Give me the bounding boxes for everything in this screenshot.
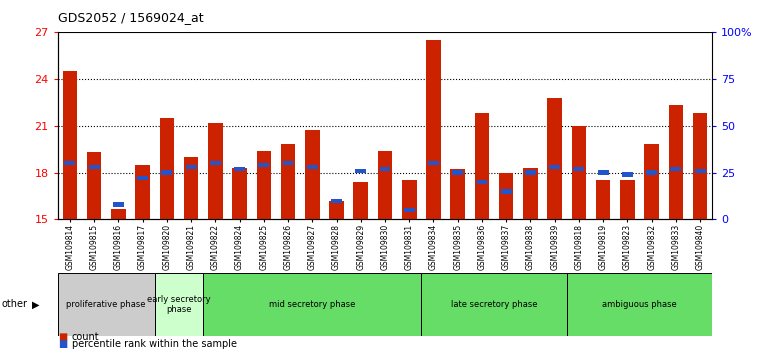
Bar [184, 157, 199, 219]
Bar [596, 181, 611, 219]
Bar [378, 151, 392, 219]
Bar [547, 97, 562, 219]
Bar [203, 273, 421, 336]
Bar [331, 199, 342, 203]
Bar [427, 40, 440, 219]
Bar [283, 161, 293, 165]
Bar [571, 126, 586, 219]
Bar [549, 165, 560, 169]
Bar [305, 130, 320, 219]
Bar [450, 170, 465, 219]
Bar [234, 167, 245, 171]
Bar [111, 209, 126, 219]
Bar [622, 172, 633, 177]
Bar [574, 167, 584, 171]
Bar [233, 168, 247, 219]
Bar [474, 113, 489, 219]
Bar [695, 169, 705, 173]
Bar [208, 122, 223, 219]
Text: other: other [2, 299, 28, 309]
Text: ▶: ▶ [32, 299, 40, 309]
Bar [567, 273, 712, 336]
Bar [644, 144, 659, 219]
Bar [89, 165, 99, 169]
Bar [355, 169, 367, 173]
Bar [421, 273, 567, 336]
Text: ■: ■ [58, 339, 67, 349]
Bar [62, 71, 77, 219]
Bar [210, 161, 221, 165]
Text: mid secretory phase: mid secretory phase [269, 300, 356, 309]
Bar [281, 144, 296, 219]
Bar [65, 161, 75, 165]
Bar [87, 152, 102, 219]
Bar [380, 167, 390, 171]
Bar [525, 170, 536, 175]
Bar [477, 180, 487, 184]
Bar [598, 170, 608, 175]
Text: early secretory
phase: early secretory phase [147, 295, 211, 314]
Bar [306, 165, 318, 169]
Bar [523, 168, 537, 219]
Bar [136, 165, 150, 219]
Bar [620, 181, 634, 219]
Text: ■: ■ [58, 332, 67, 342]
Bar [353, 182, 368, 219]
Bar [403, 208, 415, 212]
Bar [499, 172, 514, 219]
Bar [646, 170, 657, 175]
Bar [256, 151, 271, 219]
Bar [137, 176, 148, 181]
Bar [668, 105, 683, 219]
Bar [113, 202, 124, 207]
Text: ambiguous phase: ambiguous phase [602, 300, 677, 309]
Text: GDS2052 / 1569024_at: GDS2052 / 1569024_at [58, 11, 203, 24]
Bar [671, 167, 681, 171]
Bar [58, 273, 155, 336]
Bar [155, 273, 203, 336]
Bar [186, 165, 196, 169]
Bar [428, 161, 439, 165]
Bar [162, 170, 172, 175]
Bar [402, 181, 417, 219]
Bar [259, 163, 270, 167]
Bar [452, 170, 464, 175]
Text: proliferative phase: proliferative phase [66, 300, 146, 309]
Bar [159, 118, 174, 219]
Bar [693, 113, 708, 219]
Text: late secretory phase: late secretory phase [450, 300, 537, 309]
Bar [330, 201, 343, 219]
Bar [500, 189, 511, 194]
Text: count: count [72, 332, 99, 342]
Text: percentile rank within the sample: percentile rank within the sample [72, 339, 236, 349]
